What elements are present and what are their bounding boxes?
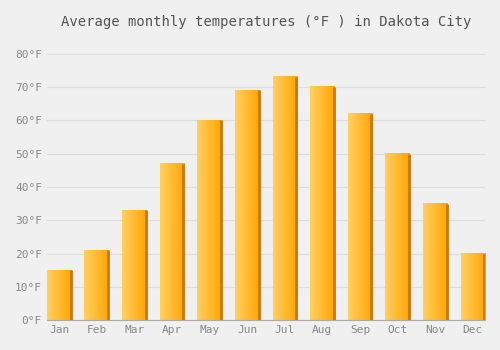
Title: Average monthly temperatures (°F ) in Dakota City: Average monthly temperatures (°F ) in Da… (60, 15, 471, 29)
